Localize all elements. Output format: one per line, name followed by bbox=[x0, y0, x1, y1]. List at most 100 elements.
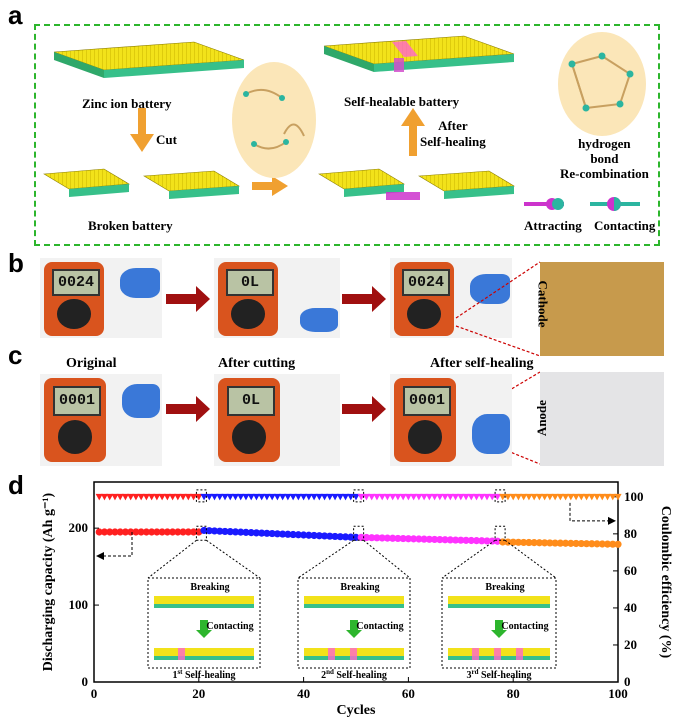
efficiency-point bbox=[121, 493, 130, 501]
capacity-point bbox=[593, 540, 601, 548]
capacity-point bbox=[541, 539, 549, 547]
capacity-point bbox=[95, 528, 103, 536]
capacity-point bbox=[378, 534, 386, 542]
recombination-network-oval bbox=[558, 32, 646, 136]
efficiency-point bbox=[100, 493, 109, 501]
efficiency-point bbox=[525, 493, 533, 501]
x-tick-label: 80 bbox=[507, 686, 520, 701]
after-self-healing-label: After Self-healing bbox=[420, 118, 486, 149]
capacity-point bbox=[221, 527, 229, 536]
inset-battery-top-base bbox=[154, 604, 254, 608]
arrow-right-icon bbox=[166, 396, 210, 422]
left-axis-pointer bbox=[98, 532, 133, 557]
meter-photo-c1: 0001 bbox=[40, 374, 162, 466]
inset-battery-top bbox=[304, 596, 404, 604]
inset-connector bbox=[206, 539, 261, 579]
capacity-point bbox=[205, 527, 213, 535]
y-right-tick-label: 20 bbox=[624, 637, 637, 652]
capacity-point bbox=[425, 535, 433, 543]
efficiency-point bbox=[383, 493, 392, 501]
capacity-point bbox=[163, 528, 171, 536]
inset-heal-seam bbox=[328, 648, 335, 660]
inset-heal-seam bbox=[350, 648, 357, 660]
inset-down-arrow-head bbox=[196, 630, 212, 638]
x-tick-label: 60 bbox=[402, 686, 415, 701]
efficiency-point bbox=[179, 493, 187, 501]
efficiency-point bbox=[231, 493, 240, 501]
capacity-point bbox=[373, 534, 381, 542]
inset-breaking-label: Breaking bbox=[190, 582, 229, 593]
ordinal-suffix: rd bbox=[471, 668, 478, 676]
efficiency-point bbox=[142, 493, 150, 501]
y-right-tick-label: 100 bbox=[624, 489, 644, 504]
battery-intact-icon bbox=[53, 41, 245, 78]
inset-heal-seam bbox=[472, 648, 479, 660]
left-arrow-icon bbox=[96, 552, 104, 560]
efficiency-point bbox=[368, 493, 376, 501]
capacity-point bbox=[488, 537, 496, 545]
transition-marker bbox=[353, 525, 365, 541]
efficiency-point bbox=[300, 493, 308, 501]
capacity-point bbox=[404, 535, 412, 543]
efficiency-point bbox=[514, 493, 523, 501]
inset-breaking-label: Breaking bbox=[485, 582, 524, 593]
capacity-point bbox=[451, 536, 460, 544]
efficiency-point bbox=[268, 493, 276, 501]
inset-contacting-label: Contacting bbox=[206, 621, 253, 632]
ordinal: 1 bbox=[172, 670, 177, 681]
efficiency-point bbox=[572, 493, 580, 501]
efficiency-point bbox=[394, 493, 402, 501]
panel-label-b: b bbox=[8, 248, 24, 278]
capacity-point bbox=[582, 540, 591, 548]
efficiency-point bbox=[509, 493, 517, 501]
capacity-point bbox=[294, 531, 302, 539]
inset-battery-top-base bbox=[304, 604, 404, 608]
capacity-point bbox=[237, 528, 245, 536]
inset-self-healing-label: 1st Self-healing bbox=[172, 668, 235, 681]
efficiency-point bbox=[242, 493, 250, 501]
capacity-point bbox=[609, 540, 617, 548]
anode-photo bbox=[540, 372, 664, 466]
capacity-point bbox=[483, 537, 491, 545]
meter-photo-b1: 0024 bbox=[40, 258, 162, 338]
arrow-right-icon bbox=[342, 396, 386, 422]
right-arrow-icon bbox=[608, 516, 616, 525]
capacity-point bbox=[394, 534, 402, 543]
capacity-point bbox=[357, 533, 365, 541]
plot-frame bbox=[93, 481, 619, 683]
efficiency-point bbox=[530, 493, 538, 501]
efficiency-point bbox=[373, 493, 381, 501]
capacity-point bbox=[467, 536, 475, 545]
inset-down-arrow-head bbox=[346, 630, 362, 638]
capacity-point bbox=[106, 528, 114, 536]
self-healing-text: Self-healing bbox=[478, 670, 531, 681]
panel-label-a: a bbox=[8, 0, 23, 30]
efficiency-point bbox=[137, 493, 145, 501]
capacity-point bbox=[263, 529, 271, 537]
inset-contacting-label: Contacting bbox=[501, 621, 548, 632]
x-tick-label: 100 bbox=[608, 686, 628, 701]
capacity-point bbox=[326, 532, 334, 540]
capacity-point bbox=[567, 539, 575, 547]
y-left-tick-label: 200 bbox=[69, 520, 89, 535]
efficiency-point bbox=[326, 493, 334, 501]
cathode-photo bbox=[540, 262, 664, 356]
zinc-ion-battery-label: Zinc ion battery bbox=[82, 96, 172, 111]
efficiency-point bbox=[425, 493, 433, 501]
efficiency-point bbox=[404, 493, 412, 501]
efficiency-point bbox=[556, 493, 564, 501]
efficiency-point bbox=[436, 493, 444, 501]
y-right-tick-label: 40 bbox=[624, 600, 637, 615]
self-healing-text: Self-healing bbox=[183, 670, 236, 681]
efficiency-point bbox=[499, 493, 507, 501]
efficiency-point bbox=[399, 493, 407, 501]
efficiency-point bbox=[305, 493, 313, 501]
capacity-point bbox=[121, 528, 130, 536]
efficiency-point bbox=[294, 493, 302, 501]
efficiency-point bbox=[169, 493, 177, 501]
capacity-point bbox=[614, 540, 622, 548]
x-tick-label: 0 bbox=[91, 686, 98, 701]
panel-a-illustration bbox=[43, 32, 646, 211]
efficiency-point bbox=[195, 493, 203, 501]
efficiency-point bbox=[320, 493, 329, 501]
